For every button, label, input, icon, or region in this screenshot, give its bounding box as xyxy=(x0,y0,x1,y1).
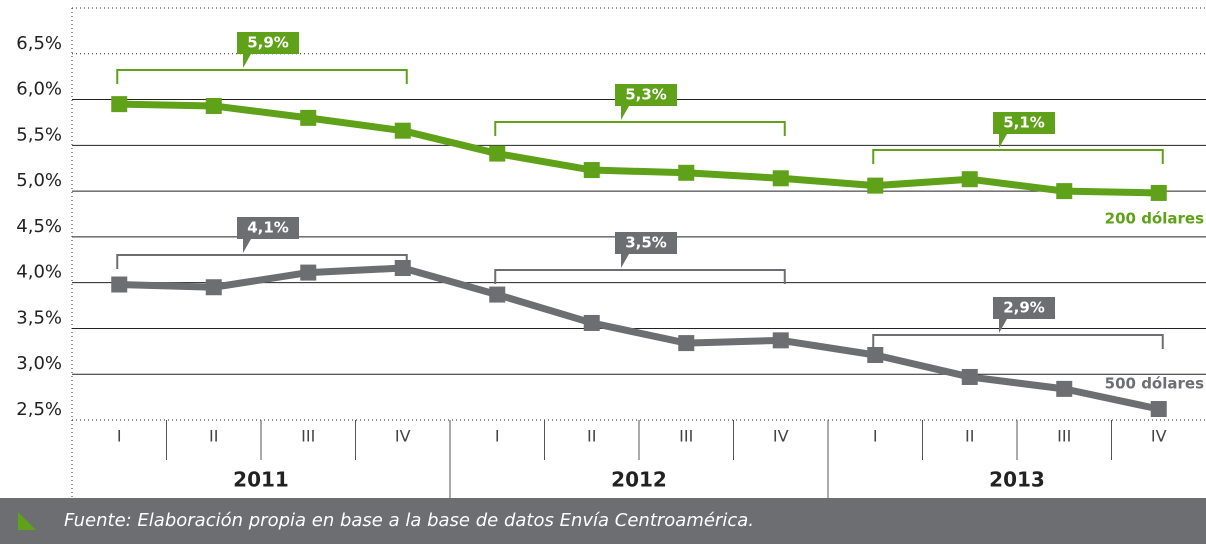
point xyxy=(678,335,695,352)
average-label: 3,5% xyxy=(625,234,667,252)
label-box xyxy=(993,297,1055,333)
point xyxy=(111,276,128,293)
y-tick-label: 6,5% xyxy=(16,33,62,54)
label-box xyxy=(615,84,677,120)
x-tick-label: I xyxy=(495,427,500,446)
label-box xyxy=(237,217,299,253)
y-tick-label: 3,5% xyxy=(16,307,62,328)
average-label: 2,9% xyxy=(1003,299,1045,317)
source: Fuente: Elaboración propia en base a la … xyxy=(64,510,754,531)
x-tick-label: IV xyxy=(395,427,411,446)
y-tick-label: 3,0% xyxy=(16,353,62,374)
x-tick-label: IV xyxy=(773,427,789,446)
point xyxy=(205,279,222,296)
point xyxy=(867,177,884,194)
point xyxy=(394,260,411,277)
x-tick-label: IV xyxy=(1151,427,1167,446)
y-tick-label: 5,5% xyxy=(16,124,62,145)
point xyxy=(772,170,789,187)
average-label: 5,1% xyxy=(1003,114,1045,132)
bracket xyxy=(494,269,786,284)
x-tick-label: II xyxy=(209,427,218,446)
x-tick-label: III xyxy=(679,427,693,446)
point xyxy=(300,109,317,126)
x-tick-label: I xyxy=(873,427,878,446)
average-label: 5,3% xyxy=(625,86,667,104)
point xyxy=(867,346,884,363)
bracket xyxy=(116,254,408,269)
x-tick-label: III xyxy=(1057,427,1071,446)
label-box xyxy=(615,232,677,268)
point xyxy=(772,332,789,349)
point xyxy=(489,286,506,303)
bracket xyxy=(494,121,786,136)
y-tick-label: 6,0% xyxy=(16,79,62,100)
footer-icon xyxy=(18,512,36,530)
point xyxy=(678,164,695,181)
x-tick-label: II xyxy=(965,427,974,446)
x-tick-label: I xyxy=(117,427,122,446)
point xyxy=(961,368,978,385)
year-label: 2013 xyxy=(989,468,1045,492)
y-tick-label: 2,5% xyxy=(16,399,62,420)
point xyxy=(583,314,600,331)
bracket xyxy=(116,69,408,84)
footer-band xyxy=(0,498,1206,544)
point xyxy=(489,145,506,162)
y-tick-label: 4,5% xyxy=(16,216,62,237)
point xyxy=(300,264,317,281)
label-box xyxy=(993,112,1055,148)
y-tick-label: 5,0% xyxy=(16,170,62,191)
axis-band xyxy=(0,420,1206,498)
x-tick-label: III xyxy=(301,427,315,446)
average-label: 4,1% xyxy=(247,219,289,237)
point xyxy=(583,162,600,179)
bracket xyxy=(872,334,1164,349)
point xyxy=(1056,183,1073,200)
point xyxy=(111,96,128,113)
x-tick-label: II xyxy=(587,427,596,446)
point xyxy=(961,171,978,188)
average-label: 5,9% xyxy=(247,34,289,52)
year-label: 2012 xyxy=(611,468,667,492)
series-line xyxy=(119,100,1159,197)
point xyxy=(1150,184,1167,201)
bracket xyxy=(872,149,1164,164)
series-label: 200 dólares xyxy=(1105,210,1204,228)
point xyxy=(394,122,411,139)
series-label: 500 dólares xyxy=(1105,375,1204,393)
label-box xyxy=(237,32,299,68)
point xyxy=(1150,401,1167,418)
year-label: 2011 xyxy=(233,468,289,492)
series-line xyxy=(119,264,1160,413)
y-tick-label: 4,0% xyxy=(16,262,62,283)
point xyxy=(1056,380,1073,397)
point xyxy=(205,97,222,114)
